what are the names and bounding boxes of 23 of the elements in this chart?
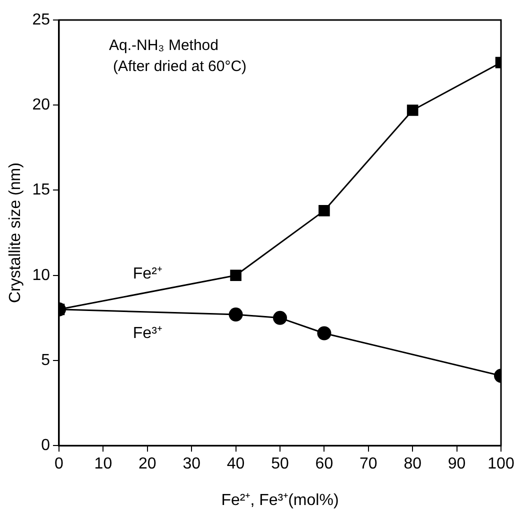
x-axis-title: Fe²⁺, Fe³⁺(mol%) <box>221 492 339 509</box>
x-tick-label: 60 <box>315 456 334 473</box>
y-tick-label: 10 <box>32 266 50 284</box>
x-tick-label: 100 <box>488 456 514 473</box>
y-tick-label: 15 <box>32 182 50 199</box>
y-tick-label: 20 <box>32 96 50 114</box>
x-tick-label: 70 <box>360 456 378 473</box>
x-tick-label: 90 <box>448 456 466 473</box>
x-tick-label: 20 <box>138 456 156 473</box>
y-tick-label: 0 <box>41 437 50 454</box>
y-tick-label: 25 <box>32 11 50 28</box>
x-tick-label: 80 <box>404 456 422 473</box>
series-label: Fe²⁺ <box>132 265 162 282</box>
x-tick-label: 10 <box>94 456 112 473</box>
y-axis-title: Crystallite size (nm) <box>7 162 24 304</box>
y-tick-label: 5 <box>41 352 50 369</box>
x-tick-label: 0 <box>54 456 64 473</box>
x-tick-label: 40 <box>226 456 245 473</box>
series-label: Fe³⁺ <box>132 324 162 342</box>
x-tick-label: 50 <box>271 456 289 473</box>
annotation: Aq.-NH₃ Method <box>108 37 218 54</box>
annotation: (After dried at 60°C) <box>112 58 247 75</box>
x-tick-label: 30 <box>182 456 201 473</box>
